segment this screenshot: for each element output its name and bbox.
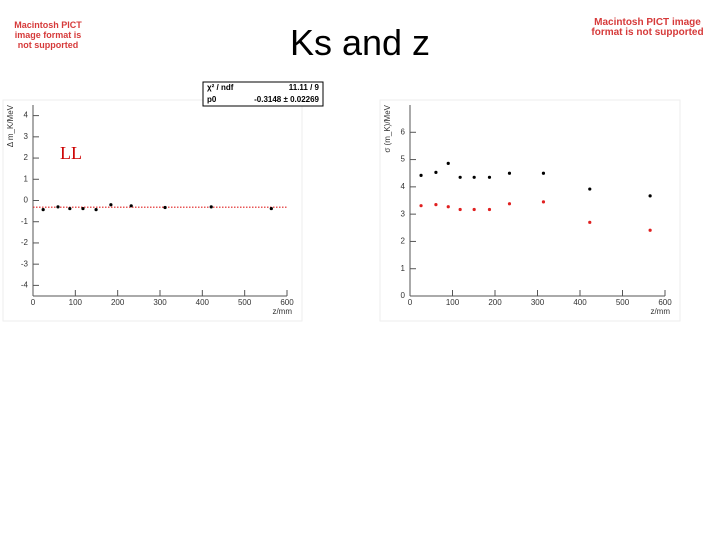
x-axis-label: z/mm	[650, 307, 670, 316]
x-tick-label: 500	[616, 298, 630, 307]
data-point	[56, 205, 60, 209]
data-point	[487, 175, 492, 179]
data-point	[419, 204, 423, 208]
y-axis-label: Δ m_K/MeV	[6, 104, 15, 147]
plot-frame	[2, 99, 303, 322]
image-placeholder: Macintosh PICT image format is not suppo…	[591, 17, 704, 38]
y-tick-label: 3	[401, 209, 406, 218]
y-tick-label: 3	[24, 132, 29, 141]
image-placeholder: Macintosh PICT image format is not suppo…	[14, 20, 82, 50]
plot-frame	[379, 99, 681, 322]
x-axis-label: z/mm	[272, 307, 292, 316]
data-point	[68, 206, 72, 211]
slide-title: Ks and z	[289, 22, 431, 63]
y-tick-label: -4	[21, 280, 29, 289]
data-point	[588, 187, 592, 191]
data-point	[129, 204, 133, 208]
data-point	[434, 170, 438, 174]
data-point	[458, 207, 462, 212]
data-point	[419, 173, 423, 177]
data-point	[209, 205, 213, 209]
data-point	[507, 171, 512, 175]
x-tick-label: 200	[488, 298, 502, 307]
x-tick-label: 400	[573, 298, 587, 307]
data-point	[446, 161, 450, 165]
data-point	[588, 220, 592, 224]
y-tick-label: 5	[401, 155, 406, 164]
y-tick-label: 0	[401, 291, 406, 300]
y-tick-label: 1	[24, 174, 29, 183]
stats-label: p0	[207, 95, 217, 104]
y-tick-label: -1	[21, 217, 29, 226]
data-point	[648, 194, 652, 198]
data-point	[487, 207, 492, 212]
data-point	[541, 171, 546, 175]
data-point	[434, 202, 438, 207]
x-tick-label: 600	[658, 298, 672, 307]
data-point	[446, 205, 450, 209]
data-point	[648, 228, 652, 232]
data-point	[94, 208, 98, 212]
x-tick-label: 300	[531, 298, 545, 307]
x-tick-label: 0	[408, 298, 413, 307]
y-tick-label: 4	[24, 111, 29, 120]
x-tick-label: 0	[31, 298, 36, 307]
y-tick-label: 2	[24, 153, 29, 162]
x-tick-label: 300	[153, 298, 167, 307]
annotation: LL	[60, 143, 82, 163]
x-tick-label: 400	[196, 298, 210, 307]
y-tick-label: 6	[401, 127, 406, 136]
data-point	[41, 208, 45, 212]
y-tick-label: -3	[21, 259, 29, 268]
data-point	[472, 175, 476, 179]
data-point	[458, 175, 462, 179]
y-tick-label: 0	[24, 196, 29, 205]
stats-box	[202, 81, 324, 107]
x-tick-label: 100	[69, 298, 83, 307]
y-tick-label: -2	[21, 238, 29, 247]
stats-label: χ² / ndf	[207, 83, 234, 92]
data-point	[541, 200, 546, 204]
data-point	[109, 203, 113, 207]
stats-value: -0.3148 ± 0.02269	[254, 95, 319, 104]
data-point	[507, 202, 512, 206]
x-tick-label: 500	[238, 298, 252, 307]
y-tick-label: 1	[401, 264, 406, 273]
y-tick-label: 4	[401, 182, 406, 191]
stats-value: 11.11 / 9	[289, 83, 320, 92]
data-point	[163, 205, 167, 210]
x-tick-label: 100	[446, 298, 460, 307]
data-point	[81, 206, 85, 211]
y-tick-label: 2	[401, 237, 406, 246]
data-point	[472, 207, 476, 212]
y-axis-label: σ (m_K)/MeV	[383, 104, 392, 152]
x-tick-label: 200	[111, 298, 125, 307]
x-tick-label: 600	[280, 298, 294, 307]
data-point	[269, 206, 273, 211]
